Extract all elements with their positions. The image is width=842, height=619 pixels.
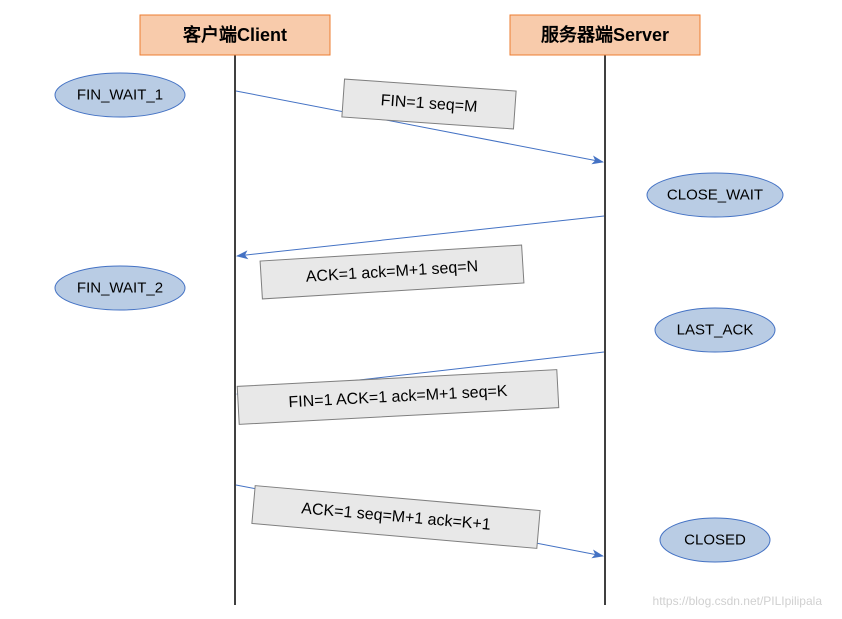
state-label: CLOSED xyxy=(684,532,746,549)
client-header: 客户端Client xyxy=(140,15,330,55)
state-label: CLOSE_WAIT xyxy=(667,187,763,204)
state-node: LAST_ACK xyxy=(655,308,775,352)
message-box: FIN=1 seq=M xyxy=(342,79,516,129)
message-box: ACK=1 seq=M+1 ack=K+1 xyxy=(252,486,540,549)
server-header: 服务器端Server xyxy=(510,15,700,55)
state-node: CLOSED xyxy=(660,518,770,562)
state-node: FIN_WAIT_2 xyxy=(55,266,185,310)
state-label: LAST_ACK xyxy=(677,322,754,339)
state-node: CLOSE_WAIT xyxy=(647,173,783,217)
state-label: FIN_WAIT_2 xyxy=(77,280,163,297)
header-label: 客户端Client xyxy=(183,24,287,45)
message-box: ACK=1 ack=M+1 seq=N xyxy=(260,245,524,299)
message-box: FIN=1 ACK=1 ack=M+1 seq=K xyxy=(237,370,559,425)
state-node: FIN_WAIT_1 xyxy=(55,73,185,117)
message-arrow xyxy=(237,216,604,256)
header-label: 服务器端Server xyxy=(541,24,669,45)
tcp-close-sequence-diagram: 客户端Client 服务器端Server FIN=1 seq=M ACK=1 ack=… xyxy=(0,0,842,619)
state-label: FIN_WAIT_1 xyxy=(77,87,163,104)
watermark: https://blog.csdn.net/PILIpilipala xyxy=(653,594,823,608)
